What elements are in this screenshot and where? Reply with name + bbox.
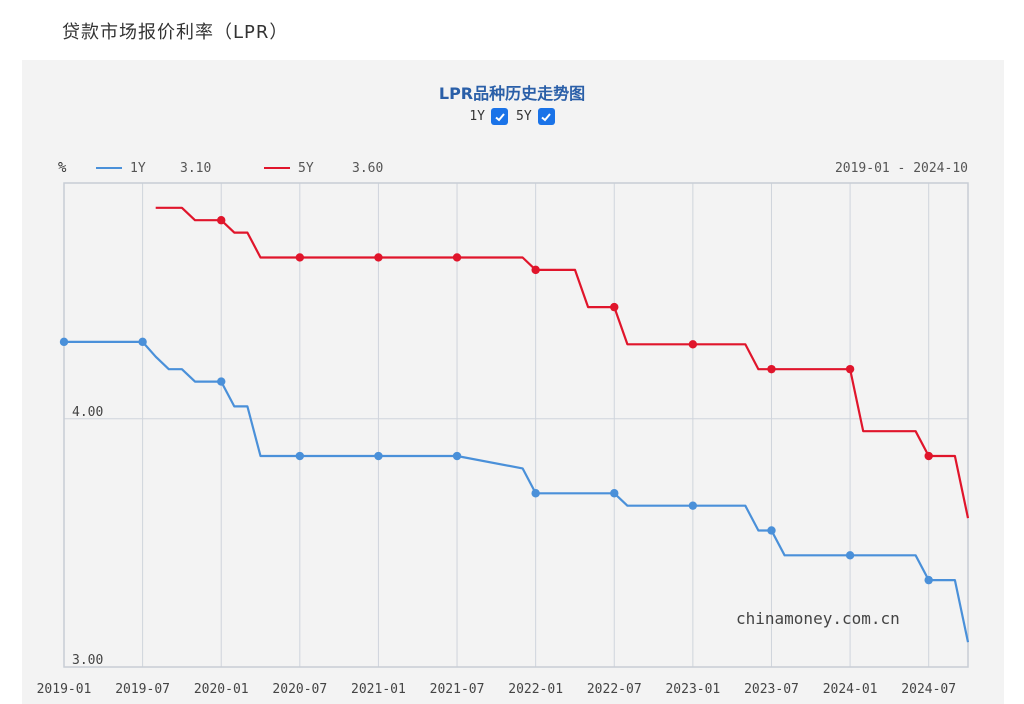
legend-1y-name: 1Y [130, 161, 146, 176]
toggle-1y-checkbox[interactable] [491, 108, 508, 125]
toggle-5y-checkbox[interactable] [537, 108, 555, 125]
x-tick-label: 2024-07 [901, 682, 956, 697]
x-tick-label: 2022-01 [508, 682, 563, 697]
data-point-1y [217, 377, 226, 386]
data-point-1y [531, 489, 540, 498]
data-point-1y [767, 526, 776, 535]
x-tick-label: 2020-07 [272, 682, 327, 697]
toggle-1y-label: 1Y [469, 109, 485, 124]
toggle-5y[interactable]: 5Y [516, 108, 555, 125]
legend-1y-value: 3.10 [180, 161, 211, 176]
data-point-1y [452, 451, 462, 461]
plot-frame [63, 182, 969, 668]
grid [64, 183, 968, 668]
x-tick-label: 2020-01 [194, 682, 249, 697]
data-point-1y [688, 501, 698, 510]
data-point-1y [374, 451, 383, 461]
data-point-5y [452, 253, 462, 262]
data-point-5y [610, 302, 619, 312]
watermark: chinamoney.com.cn [736, 609, 900, 628]
y-tick-label: 3.00 [72, 653, 103, 668]
data-point-5y [767, 364, 776, 374]
check-icon [494, 112, 505, 121]
x-tick-label: 2024-01 [823, 682, 878, 697]
x-tick-label: 2019-07 [115, 682, 170, 697]
toggle-1y[interactable]: 1Y [469, 108, 508, 125]
x-tick-label: 2022-07 [587, 682, 642, 697]
data-point-1y [924, 575, 933, 585]
series-line-1y [64, 340, 970, 643]
x-tick-label: 2019-01 [37, 682, 92, 697]
series-toggles: 1Y 5Y [0, 108, 1024, 125]
data-point-1y [845, 551, 855, 560]
chart-panel [22, 60, 1004, 704]
series [59, 206, 970, 643]
chart-title: LPR品种历史走势图 [438, 84, 586, 103]
x-tick-label: 2021-01 [351, 682, 406, 697]
x-tick-label: 2023-01 [665, 682, 720, 697]
data-point-1y [59, 337, 69, 347]
data-point-5y [374, 253, 383, 262]
data-point-1y [610, 489, 619, 498]
legend-5y-value: 3.60 [352, 161, 383, 176]
data-point-5y [924, 451, 933, 461]
x-tick-label: 2021-07 [430, 682, 485, 697]
data-point-5y [688, 340, 698, 349]
data-point-5y [531, 265, 540, 275]
x-tick-label: 2023-07 [744, 682, 799, 697]
toggle-5y-label: 5Y [516, 109, 532, 124]
data-point-1y [138, 337, 147, 347]
date-range: 2019-01 - 2024-10 [835, 161, 968, 176]
data-point-5y [295, 253, 305, 262]
page-title: 贷款市场报价利率（LPR） [62, 22, 289, 43]
data-point-5y [217, 216, 226, 225]
series-line-5y [155, 206, 970, 519]
data-point-1y [295, 451, 305, 461]
data-point-5y [845, 364, 855, 374]
legend-5y-name: 5Y [298, 161, 314, 176]
check-icon [541, 112, 551, 121]
y-tick-label: 4.00 [72, 405, 103, 420]
unit-label: % [58, 160, 67, 176]
axis-labels: 2019-01 2019-07 2020-01 2020-07 2021-01 2021-… [37, 405, 956, 697]
